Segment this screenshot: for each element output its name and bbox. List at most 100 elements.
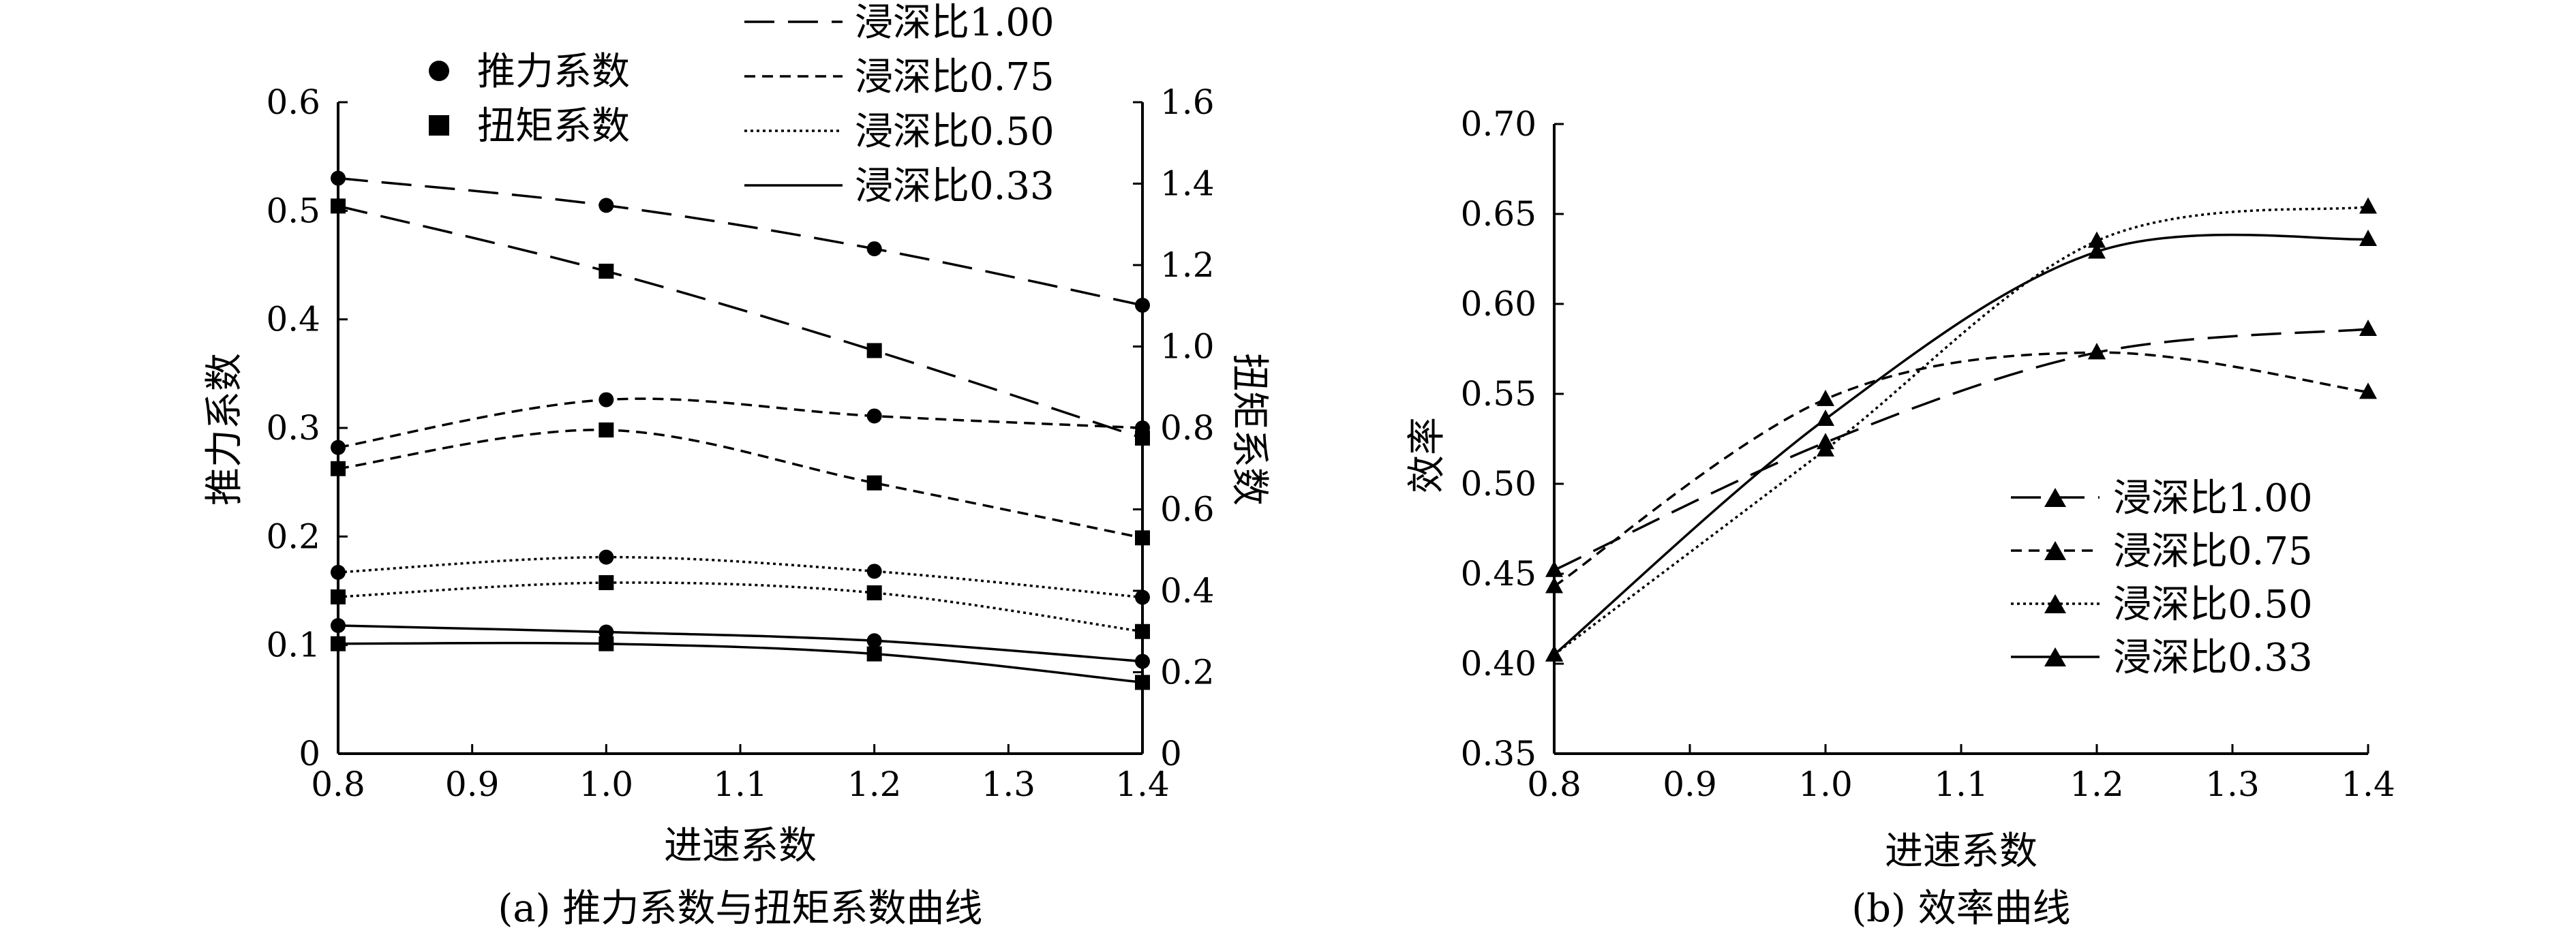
chart-caption: (b) 效率曲线 xyxy=(1851,887,2070,931)
data-point-square xyxy=(866,585,882,600)
left-y-tick-label: 0.2 xyxy=(266,517,320,556)
data-point-square xyxy=(866,646,882,662)
right-y-tick-label: 0.6 xyxy=(1160,490,1215,529)
x-tick-label: 0.8 xyxy=(1527,765,1581,804)
data-point-triangle xyxy=(1545,645,1563,662)
data-point-square xyxy=(598,422,614,437)
data-point-circle xyxy=(866,408,882,424)
x-ticks: 0.8 0.9 1.0 1.1 1.2 1.3 1.4 xyxy=(1527,744,2395,804)
x-tick-label: 1.2 xyxy=(2070,765,2124,804)
left-y-tick-label: 0.6 xyxy=(266,82,320,122)
x-tick-label: 1.3 xyxy=(982,765,1036,804)
data-point-square xyxy=(331,461,346,476)
right-y-tick-label: 1.6 xyxy=(1160,82,1215,122)
data-point-circle xyxy=(598,392,614,407)
right-y-ticks: 0 0.2 0.4 0.6 0.8 1.0 1.2 1.4 1.6 xyxy=(1133,82,1215,773)
legend-label-075: 浸深比0.75 xyxy=(2113,529,2313,574)
data-point-square xyxy=(1135,675,1150,690)
series-line-torque-3 xyxy=(337,429,1143,540)
series-line-torque-7 xyxy=(337,641,1143,684)
data-point-triangle xyxy=(2359,197,2377,214)
right-y-tick-label: 0 xyxy=(1160,734,1182,773)
data-point-triangle xyxy=(2088,242,2106,259)
legend-label-050: 浸深比0.50 xyxy=(2113,583,2313,627)
right-y-tick-label: 0.4 xyxy=(1160,571,1215,611)
data-point-square xyxy=(1135,624,1150,639)
legend-marker-100 xyxy=(2044,488,2066,507)
legend-label-thrust: 推力系数 xyxy=(477,50,630,94)
data-point-square xyxy=(866,343,882,358)
left-y-tick-label: 0.3 xyxy=(266,408,320,448)
data-point-square xyxy=(331,636,346,651)
efficiency-line-3 xyxy=(1553,233,2369,656)
left-y-tick-label: 0.1 xyxy=(266,626,320,665)
x-tick-label: 1.3 xyxy=(2205,765,2260,804)
data-point-square xyxy=(1135,530,1150,546)
data-point-circle xyxy=(866,633,882,649)
right-y-tick-label: 0.8 xyxy=(1160,408,1215,448)
x-tick-label: 1.0 xyxy=(1798,765,1853,804)
x-tick-label: 0.9 xyxy=(1663,765,1717,804)
y-axis-title: 效率 xyxy=(1405,417,1449,493)
data-point-circle xyxy=(598,624,614,640)
series-line-thrust-4 xyxy=(337,555,1143,599)
data-point-circle xyxy=(1135,589,1150,605)
data-point-triangle xyxy=(2088,343,2106,360)
legend-label-075: 浸深比0.75 xyxy=(855,55,1055,99)
x-tick-label: 1.2 xyxy=(847,765,902,804)
y-tick-label: 0.45 xyxy=(1461,554,1536,594)
data-point-square xyxy=(598,575,614,591)
left-y-tick-label: 0.5 xyxy=(266,191,320,230)
chart-caption: (a) 推力系数与扭矩系数曲线 xyxy=(498,887,983,931)
data-point-circle xyxy=(331,170,346,186)
legend: 浸深比1.00 浸深比0.75 浸深比0.50 浸深比0.33 xyxy=(2011,476,2313,680)
data-point-triangle xyxy=(1817,440,1834,457)
efficiency-line-2 xyxy=(1553,205,2369,656)
data-point-circle xyxy=(598,549,614,565)
x-tick-label: 1.4 xyxy=(2341,765,2395,804)
right-y-axis-title: 扭矩系数 xyxy=(1227,353,1271,506)
y-tick-label: 0.35 xyxy=(1461,734,1536,773)
series-line-thrust-0 xyxy=(337,176,1143,307)
data-point-square xyxy=(331,589,346,604)
y-tick-label: 0.55 xyxy=(1461,374,1536,414)
data-point-triangle xyxy=(2359,229,2377,246)
series-line-torque-5 xyxy=(337,581,1143,633)
legend-circle-marker xyxy=(429,61,449,81)
data-point-square xyxy=(866,475,882,491)
data-point-triangle xyxy=(2088,231,2106,248)
legend-square-marker xyxy=(429,115,449,136)
marker-legend: 推力系数 扭矩系数 xyxy=(429,50,630,149)
right-y-tick-label: 1.0 xyxy=(1160,327,1215,367)
series-markers xyxy=(331,170,1150,690)
x-tick-label: 1.1 xyxy=(713,765,768,804)
data-point-square xyxy=(598,263,614,279)
left-y-tick-label: 0.4 xyxy=(266,300,320,339)
legend-label-torque: 扭矩系数 xyxy=(477,104,630,149)
data-point-circle xyxy=(331,564,346,580)
legend-label-100: 浸深比1.00 xyxy=(855,1,1055,45)
data-point-triangle xyxy=(1817,389,1834,406)
series-lines xyxy=(1553,205,2369,656)
series-line-thrust-6 xyxy=(337,624,1143,663)
x-axis-title: 进速系数 xyxy=(1885,829,2037,874)
y-tick-label: 0.65 xyxy=(1461,194,1536,234)
data-point-circle xyxy=(1135,420,1150,435)
legend-marker-075 xyxy=(2044,541,2066,560)
y-ticks: 0.35 0.40 0.45 0.50 0.55 0.60 0.65 0.70 xyxy=(1461,104,1564,773)
x-ticks: 0.8 0.9 1.0 1.1 1.2 1.3 1.4 xyxy=(311,744,1170,804)
efficiency-line-0 xyxy=(1554,328,2369,572)
thrust-torque-chart: 0.8 0.9 1.0 1.1 1.2 1.3 1.4 0 0.1 0.2 0.3 0.4 0.5 0.… xyxy=(202,1,1271,931)
series-line-thrust-2 xyxy=(337,397,1143,449)
left-y-tick-label: 0 xyxy=(299,734,320,773)
line-legend: 浸深比1.00 浸深比0.75 浸深比0.50 浸深比0.33 xyxy=(744,1,1055,209)
legend-marker-033 xyxy=(2044,647,2066,666)
y-tick-label: 0.50 xyxy=(1461,464,1536,504)
data-point-circle xyxy=(1135,297,1150,313)
series-line-torque-1 xyxy=(337,204,1143,440)
y-tick-label: 0.40 xyxy=(1461,644,1536,683)
data-point-triangle xyxy=(2359,382,2377,399)
left-y-ticks: 0 0.1 0.2 0.3 0.4 0.5 0.6 xyxy=(266,82,348,773)
data-point-circle xyxy=(866,241,882,257)
data-point-circle xyxy=(331,440,346,455)
